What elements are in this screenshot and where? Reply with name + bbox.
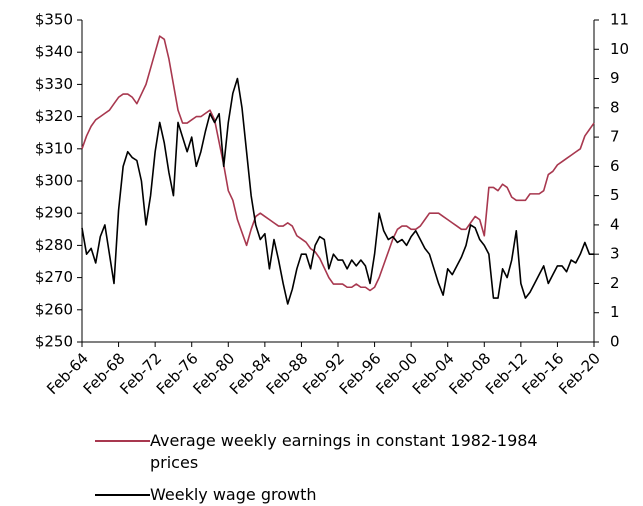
y-tick-label: $300 (35, 172, 73, 190)
y2-tick-label: 10 (610, 40, 629, 58)
y2-tick-label: 8 (610, 98, 620, 116)
legend-swatch (95, 440, 150, 442)
y-tick-label: $270 (35, 268, 73, 286)
y2-tick-label: 1 (610, 303, 620, 321)
y-tick-label: $310 (35, 139, 73, 157)
legend-label: Average weekly earnings in constant 1982… (150, 431, 538, 472)
chart: $250 $260 $270 $280 $290 $300 $310 $320 $330 $340… (35, 11, 629, 399)
y-tick-label: $280 (35, 236, 73, 254)
y2-tick-label: 0 (610, 333, 620, 351)
legend-item: Average weekly earnings in constant 1982… (95, 430, 615, 474)
legend-swatch (95, 494, 150, 496)
y2-tick-label: 11 (610, 11, 629, 29)
y-tick-label: $290 (35, 204, 73, 222)
y-tick-label: $330 (35, 75, 73, 93)
y-tick-label: $260 (35, 300, 73, 318)
y2-tick-label: 4 (610, 215, 620, 233)
y2-tick-label: 7 (610, 128, 620, 146)
y-tick-label: $350 (35, 11, 73, 29)
y-tick-label: $320 (35, 107, 73, 125)
x-tick-label: Feb-20 (555, 349, 604, 398)
y2-tick-label: 3 (610, 245, 620, 263)
y2-tick-label: 9 (610, 69, 620, 87)
series-line (81, 77, 594, 305)
legend-label: Weekly wage growth (150, 485, 317, 504)
y2-tick-label: 2 (610, 274, 620, 292)
y2-tick-label: 6 (610, 157, 620, 175)
y-tick-label: $250 (35, 333, 73, 351)
y-tick-label: $340 (35, 43, 73, 61)
series-line (81, 35, 595, 292)
y2-tick-label: 5 (610, 186, 620, 204)
legend-item: Weekly wage growth (95, 484, 615, 506)
